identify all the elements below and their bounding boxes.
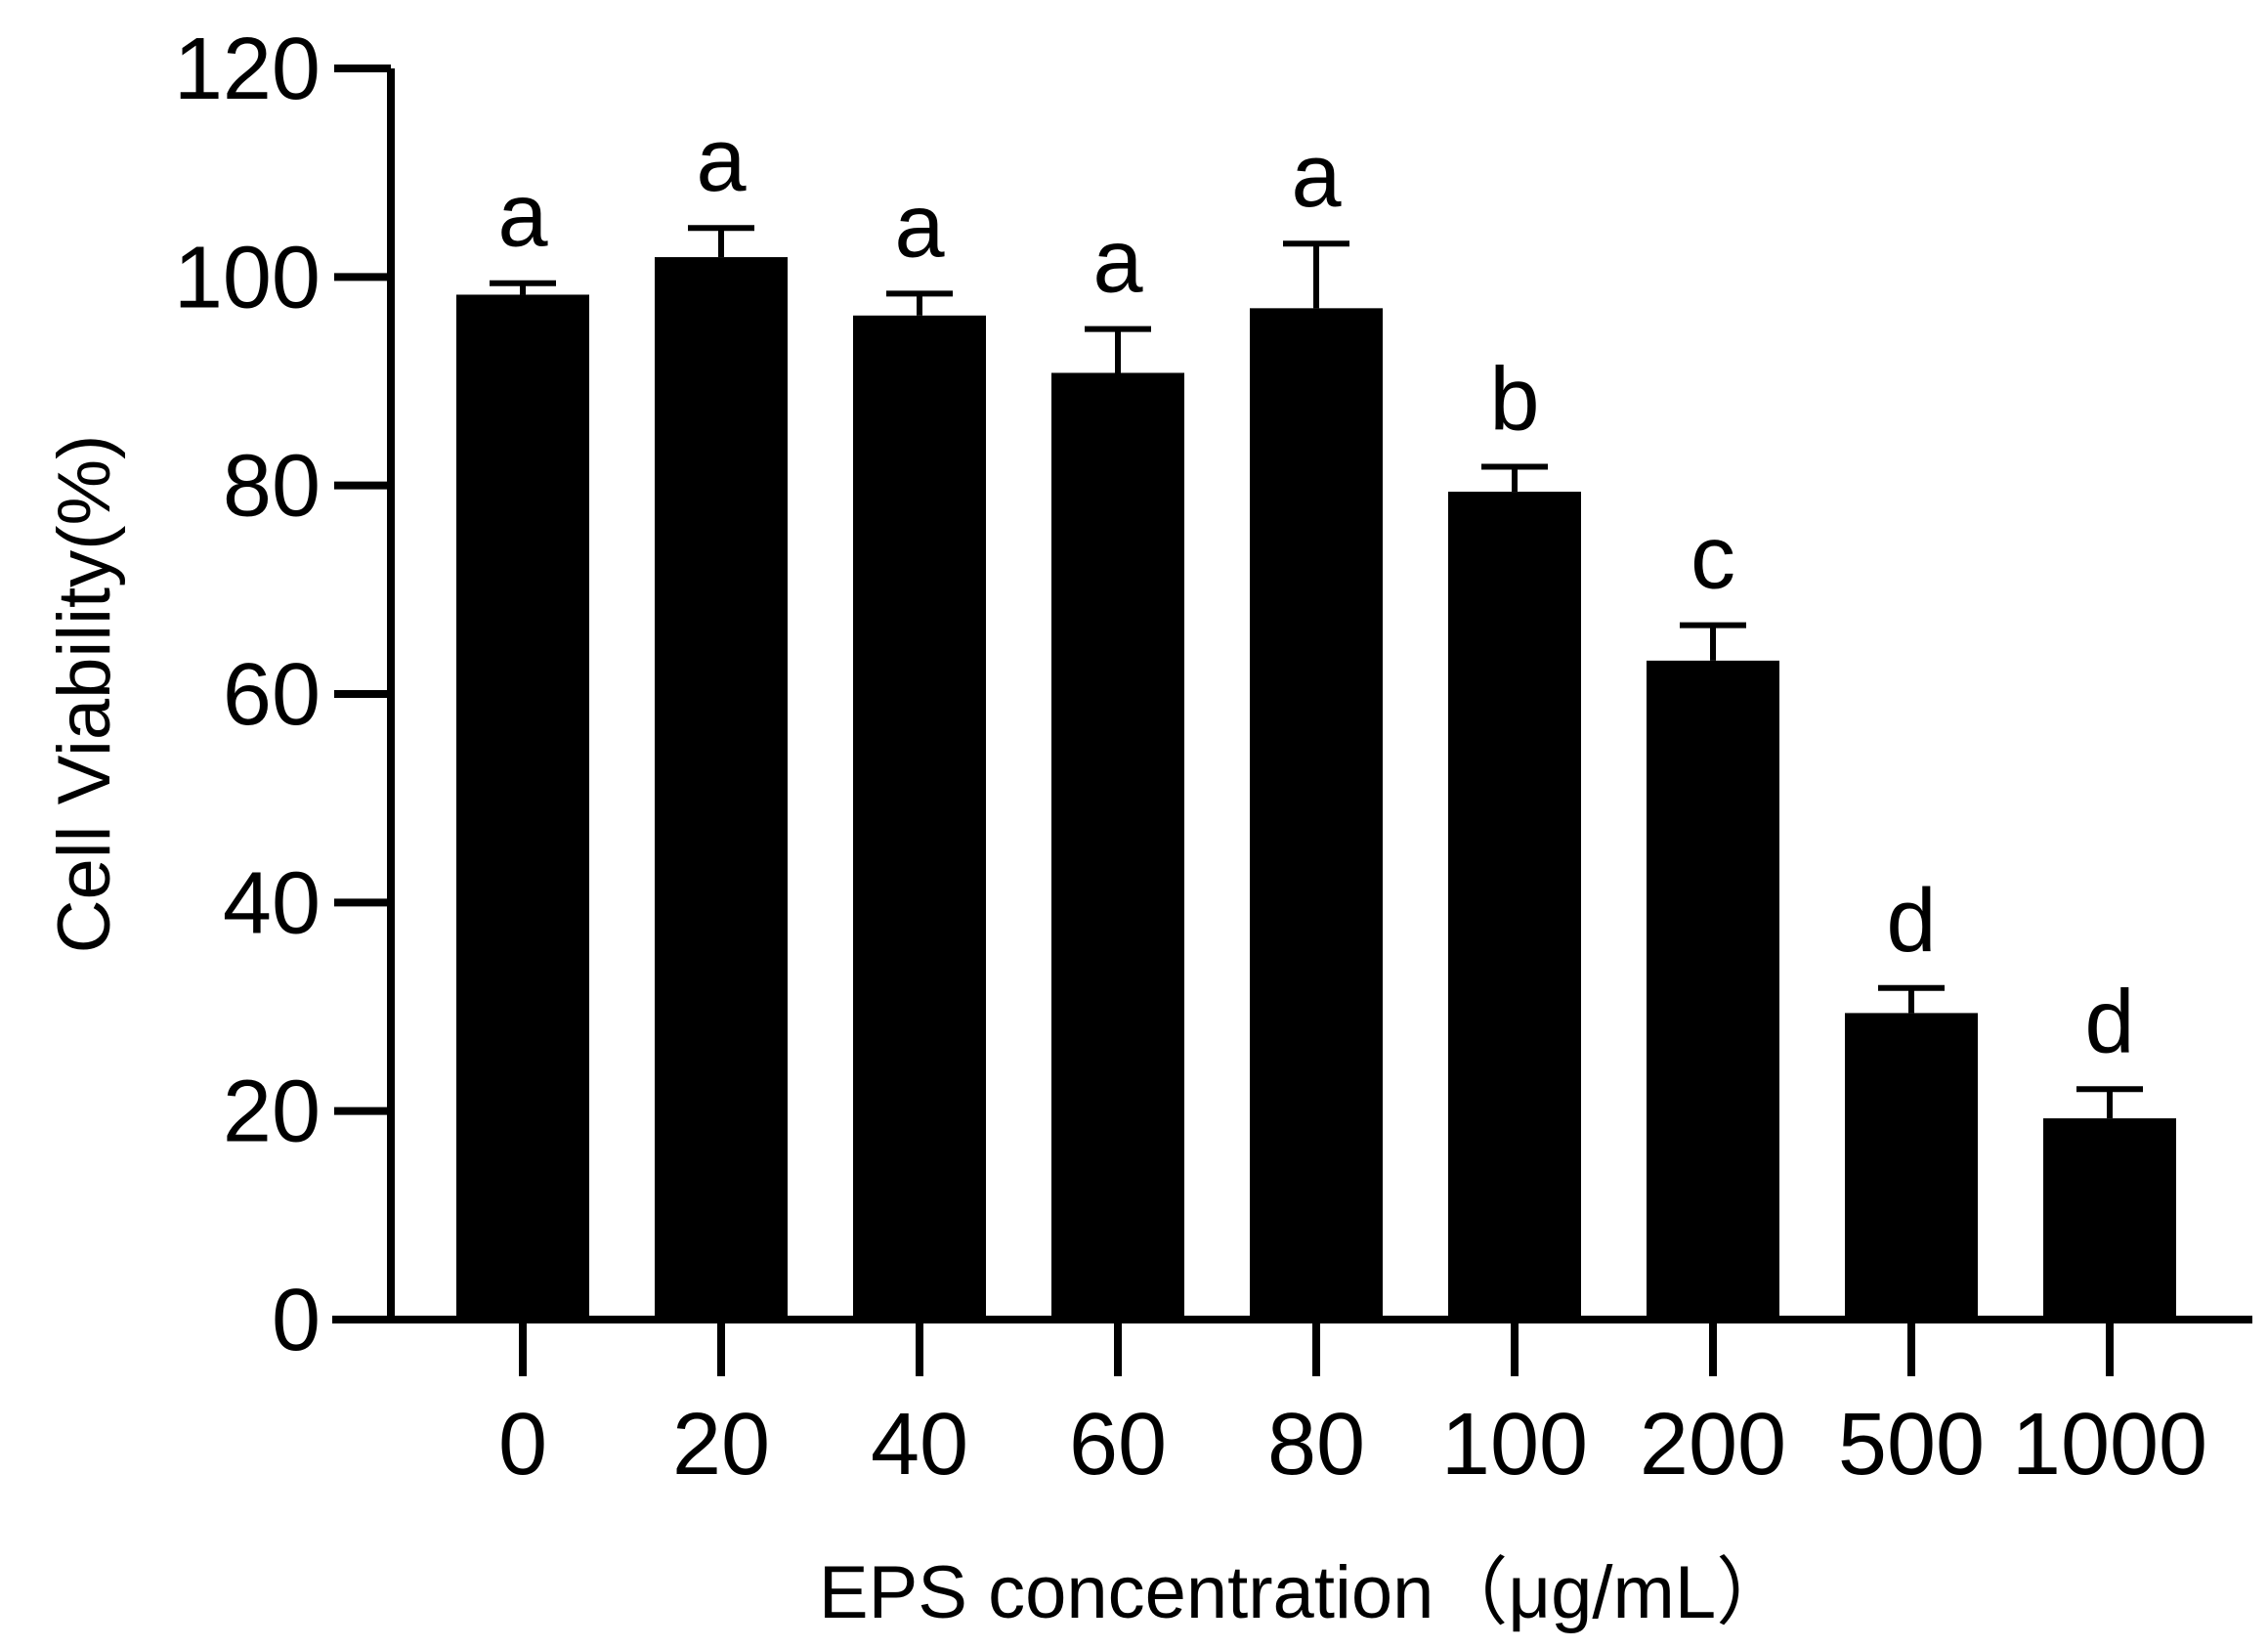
bar [2043,1118,2176,1320]
y-ticks-layer: 0 20 40 60 80 100 120 [174,21,391,1369]
x-tick-label: 500 [1838,1396,1985,1494]
significance-label: a [696,110,747,210]
x-axis-title: EPS concentration（μg/mL） [819,1551,1790,1634]
y-tick-label: 100 [174,229,321,326]
x-tick-label: 40 [871,1396,968,1494]
significance-label: a [497,166,548,266]
error-bars-layer [490,225,2143,1119]
bar [1845,1013,1978,1320]
significance-label: a [1092,212,1143,312]
bar [655,257,788,1321]
significance-label: d [1886,871,1936,971]
x-tick-label: 200 [1640,1396,1786,1494]
y-tick-label: 60 [223,646,321,744]
bar [456,294,589,1320]
y-tick-label: 80 [223,438,321,536]
bar [1647,660,1779,1320]
significance-label: c [1690,508,1735,608]
bar [1250,308,1383,1320]
significance-label: b [1489,349,1539,449]
x-tick-label: 80 [1267,1396,1365,1494]
significance-labels-layer: a a a a a b c d d [497,110,2134,1071]
y-tick-label: 40 [223,854,321,952]
bar [853,315,986,1320]
bar [1051,372,1184,1320]
x-ticks-layer: 0 20 40 60 80 100 200 500 1000 [498,1320,2207,1494]
y-axis-title: Cell Viability(%) [43,435,126,954]
significance-label: d [2084,972,2134,1071]
y-tick-label: 20 [223,1063,321,1161]
x-tick-label: 20 [672,1396,770,1494]
y-tick-label: 120 [174,21,321,118]
significance-label: a [1291,126,1342,226]
x-tick-label: 0 [498,1396,547,1494]
bars-layer [456,257,2176,1321]
x-tick-label: 1000 [2012,1396,2207,1494]
x-tick-label: 60 [1069,1396,1167,1494]
x-tick-label: 100 [1441,1396,1588,1494]
significance-label: a [894,176,945,276]
bar [1448,492,1581,1321]
y-tick-label: 0 [272,1272,321,1369]
